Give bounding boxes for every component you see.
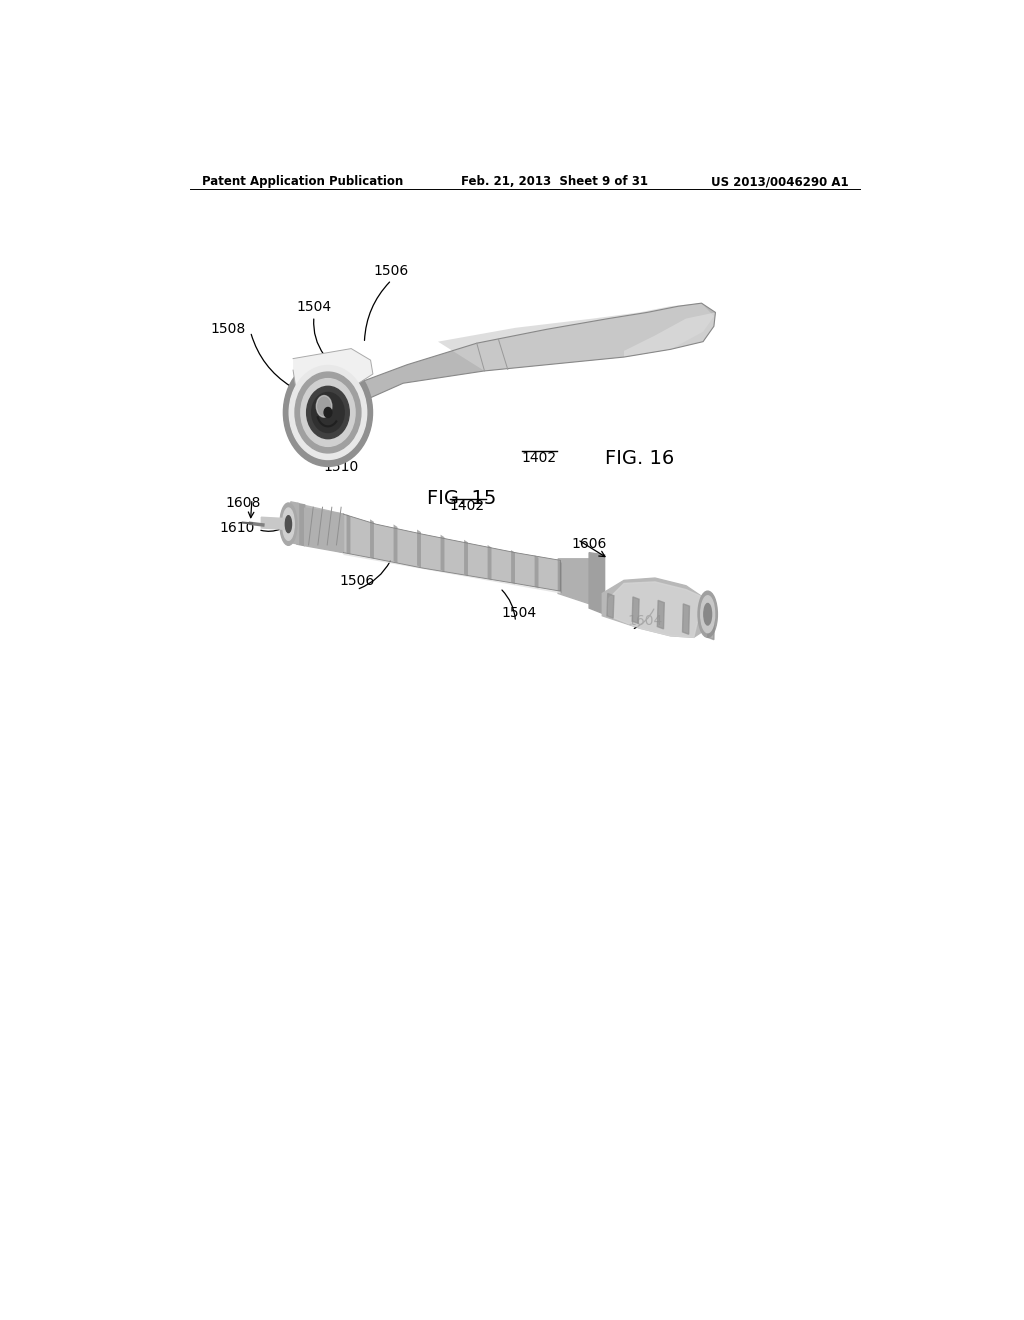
Ellipse shape bbox=[700, 595, 715, 632]
Text: 1604: 1604 bbox=[628, 614, 664, 628]
Text: 1506: 1506 bbox=[374, 264, 410, 277]
Ellipse shape bbox=[324, 408, 332, 417]
Text: 1402: 1402 bbox=[521, 451, 556, 465]
Polygon shape bbox=[346, 515, 350, 554]
Polygon shape bbox=[607, 594, 614, 618]
Text: 1508: 1508 bbox=[211, 322, 246, 337]
Ellipse shape bbox=[306, 387, 349, 438]
Ellipse shape bbox=[284, 359, 373, 466]
Text: 1506: 1506 bbox=[339, 574, 374, 589]
Polygon shape bbox=[511, 550, 515, 585]
Polygon shape bbox=[558, 558, 593, 605]
Polygon shape bbox=[683, 603, 689, 635]
Text: Patent Application Publication: Patent Application Publication bbox=[202, 176, 402, 189]
Text: FIG. 15: FIG. 15 bbox=[427, 490, 496, 508]
Polygon shape bbox=[297, 503, 305, 545]
Text: 1610: 1610 bbox=[219, 521, 254, 535]
Polygon shape bbox=[708, 607, 715, 640]
Ellipse shape bbox=[280, 503, 297, 545]
Polygon shape bbox=[317, 304, 716, 436]
Polygon shape bbox=[291, 502, 299, 544]
Text: 1606: 1606 bbox=[571, 537, 606, 552]
Polygon shape bbox=[464, 540, 468, 576]
Polygon shape bbox=[293, 348, 373, 396]
Polygon shape bbox=[608, 582, 703, 638]
Polygon shape bbox=[558, 561, 562, 593]
Polygon shape bbox=[535, 556, 539, 589]
Ellipse shape bbox=[703, 603, 712, 626]
Text: 1504: 1504 bbox=[296, 300, 332, 314]
Polygon shape bbox=[487, 545, 492, 581]
Polygon shape bbox=[393, 524, 397, 564]
Polygon shape bbox=[343, 553, 560, 594]
Polygon shape bbox=[343, 515, 560, 591]
Ellipse shape bbox=[316, 396, 332, 417]
Polygon shape bbox=[261, 517, 289, 529]
Text: 1402: 1402 bbox=[450, 499, 485, 512]
Polygon shape bbox=[632, 597, 639, 623]
Text: 1608: 1608 bbox=[225, 496, 260, 510]
Polygon shape bbox=[370, 519, 374, 560]
Polygon shape bbox=[302, 506, 343, 553]
Polygon shape bbox=[624, 313, 716, 358]
Ellipse shape bbox=[289, 366, 367, 459]
Text: 1510: 1510 bbox=[324, 461, 358, 474]
Polygon shape bbox=[417, 529, 421, 568]
Polygon shape bbox=[440, 535, 444, 572]
Polygon shape bbox=[438, 304, 714, 371]
Polygon shape bbox=[589, 553, 604, 614]
Ellipse shape bbox=[283, 508, 294, 540]
Ellipse shape bbox=[311, 392, 344, 433]
Ellipse shape bbox=[295, 372, 360, 453]
Text: 1504: 1504 bbox=[502, 606, 537, 620]
Polygon shape bbox=[305, 508, 343, 553]
Text: FIG. 16: FIG. 16 bbox=[605, 449, 674, 469]
Ellipse shape bbox=[286, 516, 292, 533]
Text: US 2013/0046290 A1: US 2013/0046290 A1 bbox=[711, 176, 849, 189]
Polygon shape bbox=[602, 578, 708, 638]
Ellipse shape bbox=[301, 379, 355, 446]
Ellipse shape bbox=[698, 591, 718, 638]
Text: Feb. 21, 2013  Sheet 9 of 31: Feb. 21, 2013 Sheet 9 of 31 bbox=[461, 176, 648, 189]
Polygon shape bbox=[657, 601, 665, 628]
